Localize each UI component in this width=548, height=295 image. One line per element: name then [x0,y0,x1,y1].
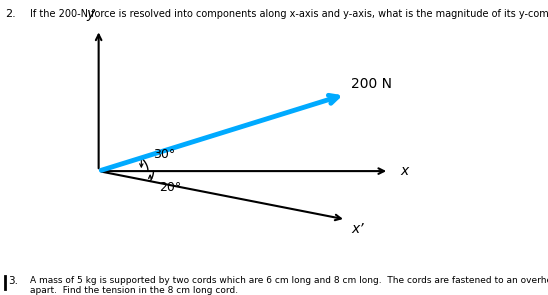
Text: 20°: 20° [159,181,181,194]
Text: A mass of 5 kg is supported by two cords which are 6 cm long and 8 cm long.  The: A mass of 5 kg is supported by two cords… [30,276,548,295]
Text: 3.: 3. [8,276,18,286]
Text: x: x [400,164,408,178]
Text: 2.: 2. [5,9,16,19]
Text: y: y [86,7,95,21]
Text: If the 200-N force is resolved into components along x-axis and y-axis, what is : If the 200-N force is resolved into comp… [30,9,548,19]
Text: 30°: 30° [153,148,176,161]
Text: x’: x’ [351,222,364,237]
Text: 200 N: 200 N [351,78,392,91]
